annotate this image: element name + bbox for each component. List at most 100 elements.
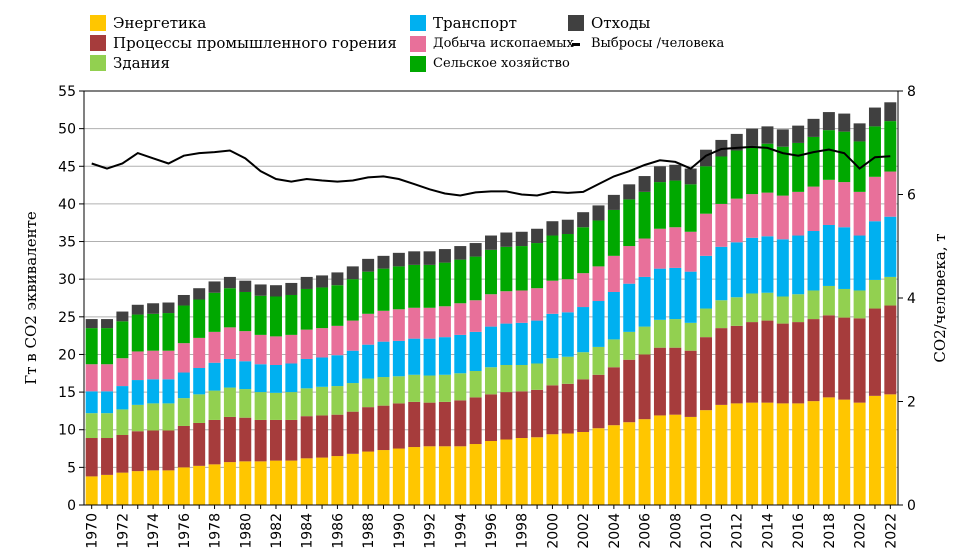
bar-segment-2: [438, 401, 451, 447]
legend-label: Процессы промышленного горения: [113, 34, 397, 52]
bar-segment-5: [607, 255, 620, 292]
bar-segment-3: [101, 413, 114, 439]
legend-swatch: [410, 15, 426, 31]
per-capita-line: [91, 145, 891, 197]
bar-segment-4: [807, 231, 820, 291]
bar-segment-1: [546, 434, 559, 505]
bar-segment-1: [408, 447, 421, 505]
legend-item: Добыча ископаемых: [410, 35, 574, 53]
bar-segment-2: [822, 315, 835, 398]
bar-segment-6: [285, 294, 298, 335]
bar-segment-4: [331, 355, 344, 387]
bar-segment-3: [162, 403, 175, 431]
bar-segment-2: [239, 417, 252, 462]
bar-segment-2: [776, 323, 789, 404]
bar-segment-4: [131, 380, 144, 405]
bar-segment-1: [746, 402, 759, 505]
bar-segment-6: [300, 288, 313, 330]
bar-segment-5: [377, 310, 390, 342]
bar-segment-3: [822, 285, 835, 316]
bar-segment-2: [269, 419, 282, 461]
bar-segment-6: [362, 271, 375, 314]
x-tick-label: 1976: [177, 513, 193, 549]
bar-segment-6: [822, 130, 835, 180]
bar-segment-6: [177, 305, 190, 344]
bar-segment-6: [838, 131, 851, 183]
bar-segment-3: [346, 383, 359, 412]
x-tick-label: 1996: [484, 513, 500, 549]
bar-segment-2: [223, 416, 236, 463]
bar-segment-7: [684, 168, 697, 185]
bar-segment-3: [607, 339, 620, 368]
bar-segment-3: [300, 388, 313, 417]
bar-segment-7: [592, 205, 605, 221]
legend-item: Отходы: [568, 14, 650, 32]
bar-segment-1: [208, 464, 221, 505]
bar-segment-5: [792, 191, 805, 236]
bar-segment-3: [792, 294, 805, 323]
bar-segment-6: [592, 220, 605, 267]
bar-segment-2: [807, 319, 820, 402]
bar-segment-2: [607, 367, 620, 426]
bar-segment-1: [623, 422, 636, 505]
bar-segment-4: [868, 221, 881, 280]
bar-segment-7: [807, 118, 820, 137]
x-tick-label: 1982: [269, 513, 285, 549]
bar-segment-7: [131, 304, 144, 315]
bar-segment-1: [346, 453, 359, 505]
bar-segment-3: [269, 392, 282, 420]
bar-segment-7: [438, 249, 451, 263]
bar-segment-5: [101, 364, 114, 392]
bar-segment-3: [669, 319, 682, 348]
bar-segment-6: [500, 246, 513, 292]
bar-segment-6: [101, 328, 114, 365]
bar-segment-2: [515, 391, 528, 439]
x-tick-label: 2008: [668, 513, 684, 549]
bar-segment-5: [223, 327, 236, 359]
bar-segment-2: [792, 322, 805, 404]
bar-segment-6: [715, 156, 728, 204]
bar-segment-2: [684, 350, 697, 417]
bar-segment-3: [423, 375, 436, 403]
bar-segment-1: [653, 415, 666, 505]
bar-segment-3: [623, 331, 636, 360]
x-tick-label: 1990: [392, 513, 408, 549]
bar-segment-7: [285, 282, 298, 295]
bar-segment-4: [669, 267, 682, 320]
legend-swatch: [90, 35, 106, 51]
bar-segment-2: [254, 419, 267, 462]
x-tick-label: 2016: [791, 513, 807, 549]
bar-segment-4: [392, 340, 405, 377]
bar-segment-4: [653, 268, 666, 320]
bar-segment-3: [316, 386, 329, 416]
bar-segment-4: [607, 291, 620, 340]
x-tick-label: 2004: [607, 513, 623, 549]
bar-segment-6: [653, 182, 666, 229]
bar-segment-3: [239, 389, 252, 418]
bar-segment-4: [346, 350, 359, 384]
y2-tick-label: 0: [907, 498, 916, 514]
legend-label: Энергетика: [113, 14, 207, 32]
bar-segment-3: [884, 276, 897, 306]
bar-segment-1: [638, 419, 651, 505]
bar-segment-6: [853, 141, 866, 192]
y2-axis-title: CO2/человека, т: [931, 233, 949, 362]
bar-segment-7: [116, 311, 129, 322]
bar-segment-7: [193, 288, 206, 300]
bar-segment-6: [316, 287, 329, 329]
bar-segment-2: [208, 419, 221, 465]
bar-segment-3: [638, 326, 651, 355]
x-tick-label: 1984: [300, 513, 316, 549]
bar-segment-2: [147, 430, 160, 471]
y-tick-label: 25: [58, 310, 76, 326]
bar-segment-5: [577, 273, 590, 308]
bar-segment-3: [331, 386, 344, 415]
bar-segment-7: [638, 176, 651, 192]
legend-swatch: [410, 56, 426, 72]
bar-segment-3: [408, 374, 421, 402]
y2-tick-label: 4: [907, 291, 916, 307]
bar-segment-5: [653, 228, 666, 269]
legend-label: Добыча ископаемых: [433, 36, 574, 51]
bar-segment-7: [316, 275, 329, 288]
